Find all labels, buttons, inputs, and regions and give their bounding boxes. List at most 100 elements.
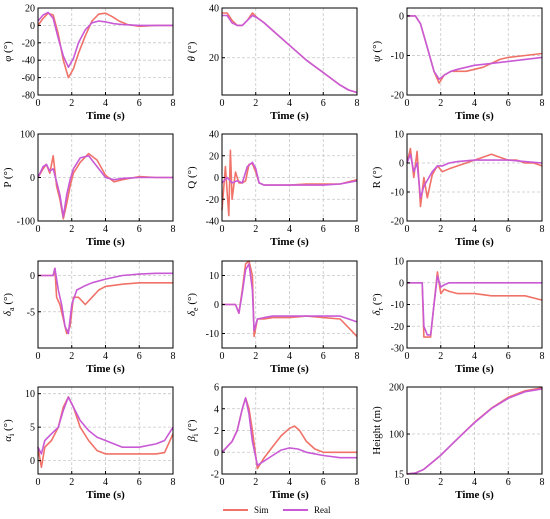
y-tick-label: 10 <box>394 257 404 268</box>
x-tick-label: 2 <box>253 477 258 488</box>
y-tick-label: -100 <box>17 217 35 228</box>
x-tick-label: 6 <box>137 477 142 488</box>
subplot-2: 0 2 4 6 8 20 40 Time (s) θ (°) <box>186 4 360 123</box>
x-tick-label: 4 <box>287 98 292 109</box>
y-axis-title: ψ (°) <box>371 41 383 63</box>
x-axis-title: Time (s) <box>86 363 125 375</box>
x-tick-label: 0 <box>36 351 41 362</box>
series-line-real <box>221 397 357 467</box>
y-tick-label: -10 <box>206 329 219 340</box>
x-tick-label: 8 <box>540 351 545 362</box>
y-tick-label: 0 <box>399 278 404 289</box>
x-tick-label: 6 <box>321 351 326 362</box>
y-tick-label: -30 <box>391 344 404 355</box>
x-tick-label: 4 <box>287 477 292 488</box>
x-tick-label: 2 <box>69 98 74 109</box>
y-axis-title: R (°) <box>371 166 383 188</box>
series-line-real <box>37 396 174 455</box>
y-tick-label: -60 <box>22 73 35 84</box>
x-tick-label: 8 <box>355 351 360 362</box>
x-axis-title: Time (s) <box>270 489 309 501</box>
plot-frame <box>406 7 543 96</box>
y-tick-label: -20 <box>206 195 219 206</box>
x-tick-label: 0 <box>220 351 225 362</box>
x-tick-label: 4 <box>472 477 477 488</box>
subplot-1: 0 2 4 6 8 -80 -60 -40 -20 0 20 Time (s) φ (°) <box>2 4 176 123</box>
x-tick-label: 0 <box>220 98 225 109</box>
subplot-9: 0 2 4 6 8 -30 -20 -10 0 10 Time (s) δr (°) <box>371 257 545 376</box>
x-tick-label: 0 <box>36 477 41 488</box>
legend-label-real: Real <box>314 505 331 515</box>
x-axis-title: Time (s) <box>86 236 125 248</box>
y-axis-title: θ (°) <box>186 41 198 61</box>
series-line-sim <box>406 387 543 475</box>
x-tick-label: 4 <box>103 477 108 488</box>
subplot-3: 0 2 4 6 8 -20 -10 0 Time (s) ψ (°) <box>371 7 545 122</box>
y-tick-label: -10 <box>391 300 404 311</box>
x-tick-label: 2 <box>69 224 74 235</box>
x-tick-label: 8 <box>355 224 360 235</box>
x-tick-label: 0 <box>220 224 225 235</box>
x-tick-label: 2 <box>69 477 74 488</box>
y-tick-label: 0 <box>30 173 35 184</box>
x-tick-label: 2 <box>438 351 443 362</box>
x-tick-label: 6 <box>506 98 511 109</box>
x-tick-label: 8 <box>540 98 545 109</box>
series-line-real <box>37 11 173 68</box>
x-tick-label: 6 <box>321 477 326 488</box>
y-tick-label: 0 <box>30 271 35 282</box>
x-tick-label: 6 <box>137 224 142 235</box>
x-axis-title: Time (s) <box>86 110 125 122</box>
y-tick-label: -10 <box>391 188 404 199</box>
x-axis-title: Time (s) <box>270 110 309 122</box>
plot-frame <box>406 386 543 475</box>
x-tick-label: 8 <box>355 98 360 109</box>
x-tick-label: 6 <box>321 98 326 109</box>
series-line-real <box>407 275 542 336</box>
y-tick-label: 2 <box>214 426 219 437</box>
y-axis-title: αi (°) <box>2 419 16 442</box>
x-tick-label: 2 <box>253 98 258 109</box>
y-axis-title: Height (m) <box>371 406 383 455</box>
y-tick-label: 0 <box>30 21 35 32</box>
x-tick-label: 8 <box>171 98 176 109</box>
series-line-real <box>38 267 173 335</box>
x-tick-label: 6 <box>321 224 326 235</box>
y-tick-label: -2 <box>211 470 219 481</box>
x-tick-label: 4 <box>472 224 477 235</box>
y-tick-label: 0 <box>399 11 404 22</box>
y-tick-label: -40 <box>206 217 219 228</box>
y-tick-label: 5 <box>30 423 35 434</box>
series-line-sim <box>407 271 543 338</box>
series-line-real <box>407 15 543 80</box>
series-line-sim <box>406 147 543 208</box>
y-tick-label: -20 <box>22 38 35 49</box>
x-tick-label: 4 <box>472 351 477 362</box>
x-tick-label: 2 <box>438 477 443 488</box>
x-axis-title: Time (s) <box>455 489 494 501</box>
x-axis-title: Time (s) <box>455 236 494 248</box>
x-tick-label: 2 <box>253 351 258 362</box>
y-tick-label: 0 <box>30 456 35 467</box>
x-tick-label: 0 <box>405 224 410 235</box>
x-axis-title: Time (s) <box>270 363 309 375</box>
x-tick-label: 4 <box>287 351 292 362</box>
y-axis-title: φ (°) <box>2 41 14 62</box>
subplot-5: 0 2 4 6 8 -40 -20 0 20 40 Time (s) Q (°) <box>186 130 360 249</box>
x-tick-label: 2 <box>438 98 443 109</box>
x-tick-label: 6 <box>506 477 511 488</box>
x-tick-label: 6 <box>137 351 142 362</box>
series-line-real <box>406 153 543 199</box>
y-tick-label: 6 <box>214 383 219 394</box>
x-tick-label: 2 <box>253 224 258 235</box>
x-tick-label: 0 <box>405 477 410 488</box>
y-tick-label: 20 <box>209 151 219 162</box>
x-tick-label: 8 <box>540 224 545 235</box>
x-tick-label: 0 <box>405 98 410 109</box>
y-tick-label: 4 <box>214 404 219 415</box>
plot-frame <box>37 7 174 96</box>
